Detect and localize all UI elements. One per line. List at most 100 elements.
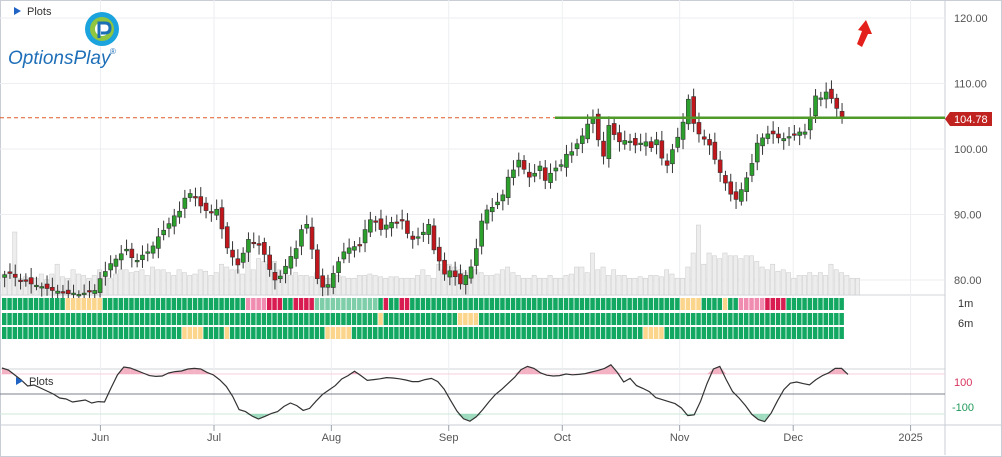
signal-cell (457, 313, 463, 325)
signal-cell (526, 313, 532, 325)
signal-cell (330, 327, 336, 339)
signal-cell (452, 298, 457, 310)
volume-bar (213, 272, 219, 296)
candle-body (739, 189, 744, 202)
signal-cell (139, 298, 145, 310)
candle-body (754, 142, 760, 163)
signal-cell (426, 327, 431, 339)
signal-cell (39, 327, 44, 339)
signal-cell (532, 327, 537, 339)
volume-bar (749, 255, 754, 296)
signal-cell (203, 298, 208, 310)
volume-bar (399, 277, 405, 296)
volume-bar (409, 277, 415, 296)
volume-bar (796, 275, 802, 296)
candle-body (654, 139, 659, 146)
volume-bar (526, 277, 532, 296)
signal-cell (516, 313, 521, 325)
signal-cell (441, 327, 447, 339)
volume-bar (568, 273, 574, 296)
signal-cell (60, 298, 65, 310)
signal-cell (521, 327, 526, 339)
signal-cell (166, 327, 171, 339)
candle-body (447, 270, 453, 278)
volume-layer (1, 224, 860, 296)
signal-cell (171, 313, 177, 325)
signal-cell (622, 298, 627, 310)
volume-bar (293, 272, 299, 296)
signal-cell (346, 298, 351, 310)
candle-body (267, 254, 272, 270)
signal-cell (39, 313, 44, 325)
volume-bar (643, 277, 648, 296)
signal-cell (733, 298, 738, 310)
signal-cell (33, 298, 39, 310)
signal-cell (39, 298, 44, 310)
signal-cell (812, 313, 818, 325)
signal-cell (791, 327, 797, 339)
candle-body (495, 201, 500, 206)
signal-cell (139, 327, 145, 339)
signal-cell (282, 298, 288, 310)
volume-bar (574, 266, 579, 296)
candle-body (55, 290, 60, 294)
signal-cell (155, 327, 161, 339)
signal-cell (44, 313, 49, 325)
signal-cell (161, 327, 166, 339)
signal-cell (314, 313, 320, 325)
candle-body (436, 246, 442, 262)
candle-body (595, 113, 601, 141)
candle-body (118, 253, 124, 261)
signal-cell (399, 298, 404, 310)
logo-registered: ® (110, 47, 116, 56)
signal-cell (653, 298, 659, 310)
candle-body (214, 208, 219, 216)
signal-cell (17, 327, 23, 339)
candle-body (405, 220, 410, 234)
volume-bar (743, 255, 749, 296)
signal-cell (145, 327, 150, 339)
signal-cell (182, 327, 187, 339)
signal-cell (245, 313, 251, 325)
candle-body (823, 91, 829, 100)
signal-cell (415, 327, 420, 339)
signal-cell (320, 298, 325, 310)
signal-cell (441, 298, 447, 310)
candle-body (341, 251, 347, 260)
signal-cell (797, 298, 802, 310)
plots-toggle-bottom[interactable]: Plots (16, 376, 54, 388)
signal-cell (304, 313, 309, 325)
signal-cell (192, 298, 198, 310)
signal-cell (17, 313, 23, 325)
signal-cell (277, 327, 283, 339)
volume-bar (393, 276, 399, 296)
signal-cell (65, 313, 71, 325)
signal-cell (309, 313, 314, 325)
candle-body (198, 196, 204, 207)
signal-cell (192, 327, 198, 339)
signal-cell (653, 327, 659, 339)
signal-cell (797, 313, 802, 325)
signal-cell (675, 327, 680, 339)
signal-cell (494, 298, 500, 310)
signal-cell (357, 313, 362, 325)
signal-cell (521, 298, 526, 310)
signal-cell (166, 313, 171, 325)
signal-cell (786, 313, 791, 325)
osc-overbought-fill (604, 364, 611, 374)
signal-cell (468, 313, 473, 325)
signal-cell (415, 298, 420, 310)
signal-cell (49, 313, 55, 325)
signal-cell (198, 327, 203, 339)
signal-cell (203, 313, 208, 325)
candle-body (71, 292, 76, 295)
volume-bar (521, 277, 526, 296)
row-label-6m: 6m (958, 318, 973, 330)
signal-cell (537, 313, 542, 325)
candle-body (277, 275, 283, 280)
candle-body (399, 219, 405, 222)
plots-toggle-top[interactable]: Plots (14, 6, 52, 18)
candle-body (299, 229, 304, 247)
candle-body (2, 274, 7, 278)
signal-cell (457, 327, 463, 339)
